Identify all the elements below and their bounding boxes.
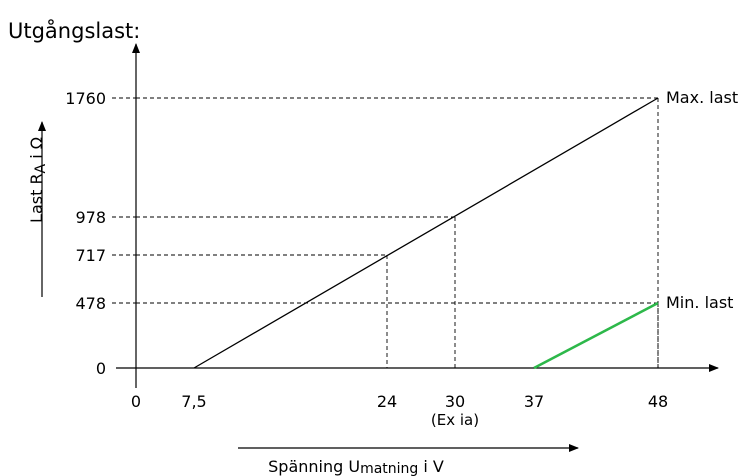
series-lines: Max. last Min. last <box>193 88 738 370</box>
y-tick-label: 0 <box>96 359 106 378</box>
y-axis-label-text: Last R <box>27 173 46 223</box>
x-tick-label: 30 <box>445 392 465 411</box>
x-axis-label-sub: matning <box>360 461 418 476</box>
y-tick-label: 1760 <box>65 89 106 108</box>
x-tick-label: 7,5 <box>181 392 206 411</box>
x-axis-label: Spänning Umatning i V <box>268 457 444 476</box>
series-label-min-last: Min. last <box>666 293 733 312</box>
y-tick-labels: 0 478 717 978 1760 <box>65 89 106 378</box>
series-label-max-last: Max. last <box>666 88 738 107</box>
y-axis-label-tail: i Ω <box>27 137 46 164</box>
svg-text:Last RA i Ω: Last RA i Ω <box>27 137 49 223</box>
y-tick-label: 978 <box>75 208 106 227</box>
x-axis-label-tail: i V <box>418 457 444 476</box>
chart-title: Utgångslast: <box>8 18 140 43</box>
y-axis-label-sub: A <box>33 163 49 173</box>
x-tick-label: 48 <box>648 392 668 411</box>
x-tick-label: 0 <box>131 392 141 411</box>
y-axis-label: Last RA i Ω <box>27 137 49 223</box>
series-line-max-last <box>193 97 659 369</box>
x-axis-label-text: Spänning U <box>268 457 360 476</box>
x-tick-labels: 0 7,5 24 30 37 48 <box>131 392 668 411</box>
axes <box>116 43 719 388</box>
y-tick-label: 478 <box>75 294 106 313</box>
x-tick-label: 24 <box>377 392 397 411</box>
x-tick-note: (Ex ia) <box>431 411 479 429</box>
y-tick-label: 717 <box>75 246 106 265</box>
x-tick-label: 37 <box>524 392 544 411</box>
series-line-min-last <box>533 301 659 370</box>
reference-lines <box>112 97 659 368</box>
